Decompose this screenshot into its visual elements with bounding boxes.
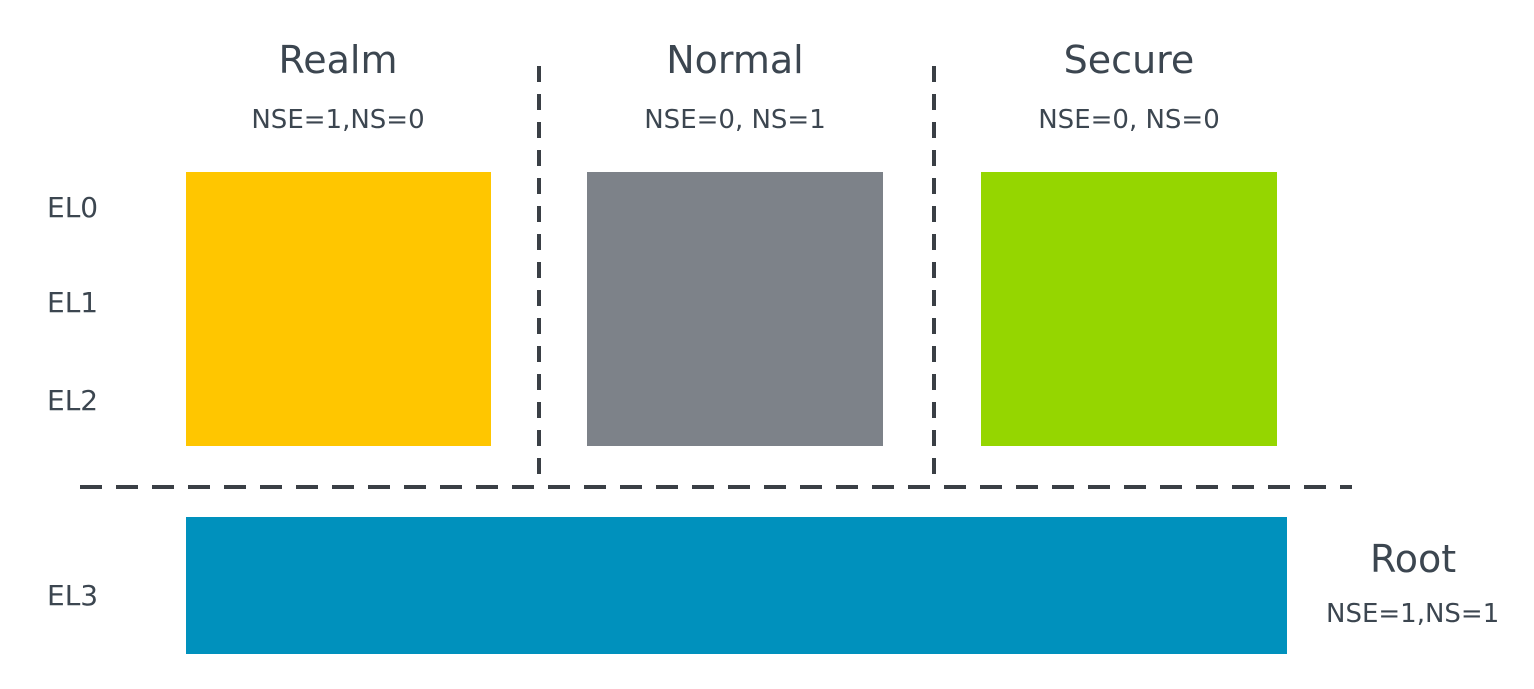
normal-title: Normal <box>666 38 804 82</box>
el0-label: EL0 <box>47 191 99 224</box>
root-subtitle: NSE=1,NS=1 <box>1326 599 1500 629</box>
secure-block <box>981 172 1277 446</box>
realm-block <box>186 172 491 446</box>
root-block <box>186 517 1287 654</box>
el1-label: EL1 <box>47 286 99 319</box>
realm-subtitle: NSE=1,NS=0 <box>251 105 425 135</box>
secure-subtitle: NSE=0, NS=0 <box>1038 105 1220 135</box>
normal-block <box>587 172 883 446</box>
el2-label: EL2 <box>47 384 99 417</box>
normal-subtitle: NSE=0, NS=1 <box>644 105 826 135</box>
el3-label: EL3 <box>47 579 99 612</box>
secure-title: Secure <box>1063 38 1195 82</box>
root-title: Root <box>1370 537 1457 581</box>
realm-title: Realm <box>278 38 398 82</box>
